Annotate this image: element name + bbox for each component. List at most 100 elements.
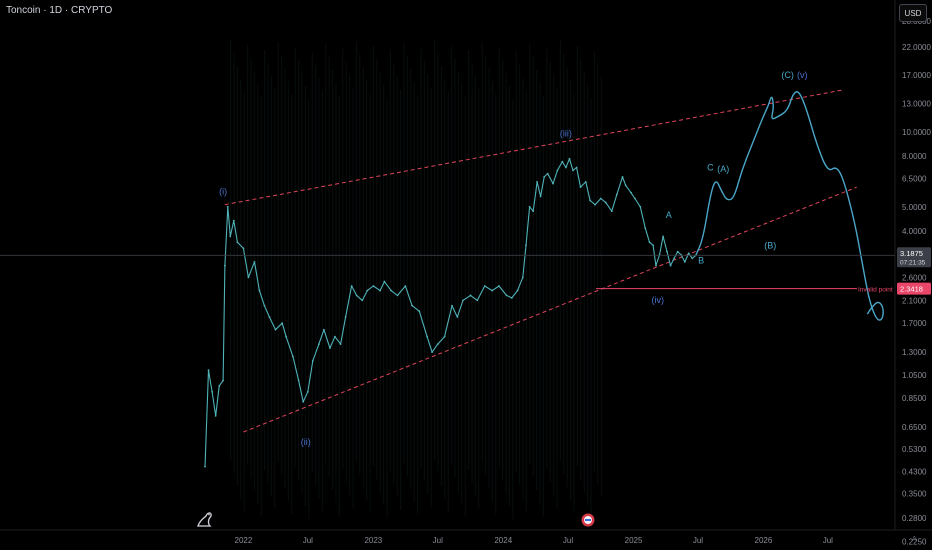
volume-stripe xyxy=(301,73,303,493)
volume-stripe xyxy=(379,72,381,492)
price-point xyxy=(242,247,245,250)
price-point xyxy=(285,335,288,338)
price-point xyxy=(572,169,574,172)
price-point xyxy=(584,180,587,183)
price-point xyxy=(311,359,314,362)
volume-stripe xyxy=(580,59,582,479)
x-tick-label: Jul xyxy=(563,536,573,545)
price-point xyxy=(648,241,651,244)
volume-stripe xyxy=(315,65,317,485)
volume-stripe xyxy=(549,62,551,482)
volume-stripe xyxy=(437,53,439,473)
volume-stripe xyxy=(587,85,589,505)
price-point xyxy=(655,264,657,267)
price-point xyxy=(451,304,453,307)
current-price-value: 3.1875 xyxy=(900,249,923,258)
price-point xyxy=(552,182,554,185)
volume-stripe xyxy=(512,99,514,519)
y-tick-label: 0.6500 xyxy=(902,423,927,432)
price-point xyxy=(291,355,294,358)
volume-stripe xyxy=(498,47,500,467)
logo-icon[interactable] xyxy=(197,512,212,527)
volume-stripe xyxy=(434,40,436,460)
volume-stripe xyxy=(515,52,517,472)
price-point xyxy=(610,210,613,213)
countdown-value: 07:21:35 xyxy=(900,259,926,266)
price-point xyxy=(297,379,300,382)
channel-lower-line[interactable] xyxy=(243,186,857,433)
wave-label: (i) xyxy=(219,187,227,197)
volume-stripe xyxy=(553,75,555,495)
invalid-price-value: 2.3418 xyxy=(900,285,923,294)
volume-stripe xyxy=(332,70,334,490)
price-point xyxy=(268,316,271,318)
price-point xyxy=(344,316,347,318)
y-tick-label: 1.3000 xyxy=(902,348,927,357)
volume-stripe xyxy=(362,67,364,487)
projection-line[interactable] xyxy=(695,91,884,321)
volume-stripe xyxy=(597,64,599,484)
price-point xyxy=(247,276,250,279)
price-point xyxy=(456,316,459,318)
volume-stripe xyxy=(505,73,507,493)
price-point xyxy=(568,157,571,160)
price-point xyxy=(666,250,668,253)
volume-stripe xyxy=(556,88,558,508)
volume-stripe xyxy=(563,54,565,474)
y-tick-label: 2.1000 xyxy=(902,296,927,305)
volume-stripe xyxy=(593,51,595,471)
volume-stripe xyxy=(461,84,463,504)
price-point xyxy=(652,244,655,247)
volume-stripe xyxy=(529,44,531,464)
price-point xyxy=(426,335,428,338)
volume-stripe xyxy=(294,47,296,467)
volume-stripe xyxy=(420,48,422,468)
volume-stripe xyxy=(546,49,548,469)
price-point xyxy=(594,203,596,206)
price-point xyxy=(469,294,472,297)
price-point xyxy=(532,210,535,213)
y-tick-label: 1.7000 xyxy=(902,319,927,328)
price-point xyxy=(329,347,331,349)
volume-stripe xyxy=(559,41,561,461)
wave-label: A xyxy=(666,210,672,220)
volume-stripe xyxy=(481,42,483,462)
price-point xyxy=(505,294,508,297)
volume-stripe xyxy=(264,50,266,470)
invalid-price-badge xyxy=(897,282,931,295)
volume-stripe xyxy=(257,84,259,504)
volume-stripe xyxy=(423,61,425,481)
auto-scale-icon[interactable]: A xyxy=(912,536,917,543)
price-point xyxy=(564,166,567,169)
price-point xyxy=(691,257,694,260)
price-point xyxy=(546,172,549,175)
y-tick-label: 0.2800 xyxy=(902,514,927,523)
volume-stripe xyxy=(359,54,361,474)
price-point xyxy=(218,385,221,387)
currency-button[interactable]: USD xyxy=(899,4,927,22)
wave-label: (v) xyxy=(797,70,808,80)
y-tick-label: 4.0000 xyxy=(902,227,927,236)
volume-stripe xyxy=(349,75,351,495)
events-flag-icon[interactable] xyxy=(581,513,595,527)
volume-stripe xyxy=(474,76,476,496)
volume-stripe xyxy=(400,90,402,510)
price-point xyxy=(589,199,592,202)
price-point xyxy=(229,235,232,238)
price-point xyxy=(630,191,632,194)
volume-stripe xyxy=(355,41,357,461)
invalid-point-label: Invalid point xyxy=(858,287,893,294)
wave-label: (ii) xyxy=(301,437,311,447)
price-point xyxy=(390,289,393,292)
price-point xyxy=(543,175,546,178)
price-point xyxy=(604,201,607,204)
price-point xyxy=(556,169,559,172)
volume-stripe xyxy=(525,91,527,511)
time-axis[interactable]: 2022 Jul 2023 Jul 2024 Jul 2025 Jul 2026 Jul xyxy=(235,536,834,545)
price-point xyxy=(669,264,672,267)
y-tick-label: 2.6000 xyxy=(902,273,927,282)
volume-stripe xyxy=(471,63,473,483)
volume-stripe xyxy=(308,99,310,519)
price-point xyxy=(322,328,325,331)
